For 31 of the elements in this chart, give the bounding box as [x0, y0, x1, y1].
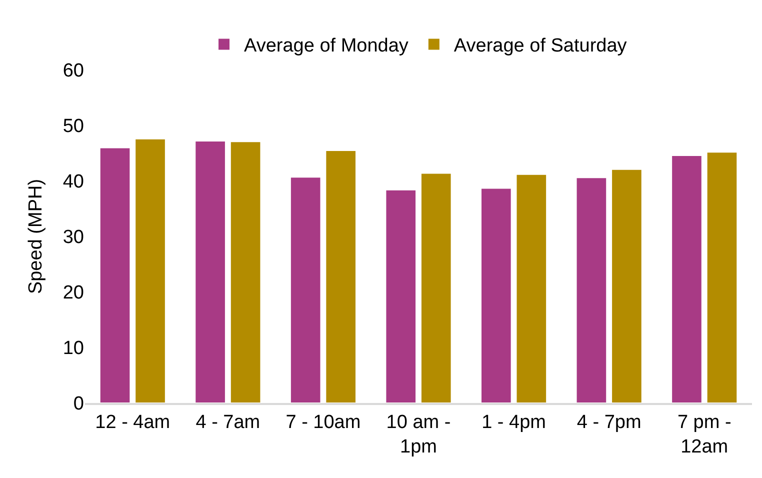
bar	[385, 189, 417, 403]
bar	[420, 172, 452, 403]
y-tick-label: 50	[62, 116, 84, 138]
bar	[134, 138, 166, 403]
bar	[706, 152, 738, 403]
bar	[516, 174, 548, 403]
bar	[611, 168, 642, 403]
y-tick-label: 20	[62, 282, 84, 304]
y-tick-label: 10	[62, 338, 84, 360]
x-tick-label: 4 - 7am	[196, 412, 260, 433]
bar	[671, 154, 702, 403]
bar	[480, 188, 512, 403]
x-tick-label: 12 - 4am	[95, 412, 170, 433]
x-tick-label: 10 am - 1pm	[386, 412, 451, 458]
y-tick-label: 30	[62, 227, 84, 248]
bar	[290, 176, 322, 403]
x-tick-label: 7 pm - 12am	[677, 412, 732, 458]
bar	[230, 141, 262, 403]
bar	[99, 147, 131, 403]
bar	[576, 177, 608, 403]
x-tick-label: 1 - 4pm	[482, 412, 546, 433]
legend-label: Average of Saturday	[454, 36, 628, 57]
bar	[325, 150, 356, 403]
legend-label: Average of Monday	[244, 36, 409, 57]
y-tick-label: 60	[62, 60, 84, 82]
x-tick-label: 4 - 7pm	[576, 412, 642, 433]
y-tick-label: 40	[62, 172, 84, 193]
y-tick-label: 0	[73, 394, 84, 415]
y-axis-title: Speed (MPH)	[26, 178, 47, 294]
x-tick-label: 7 - 10am	[286, 412, 361, 433]
bar	[194, 140, 226, 403]
